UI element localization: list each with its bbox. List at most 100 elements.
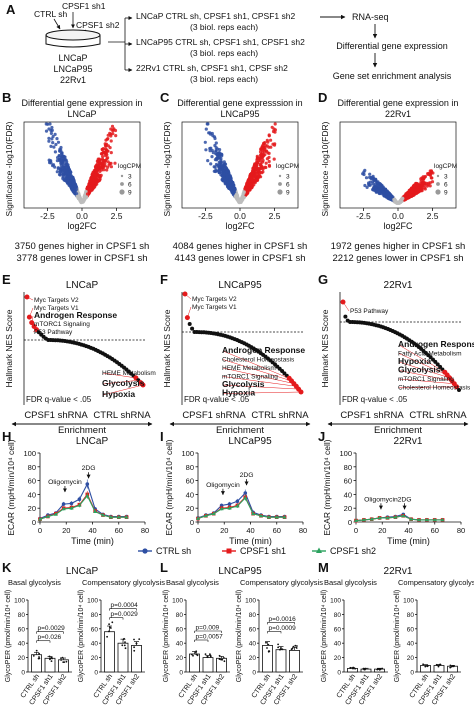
bar-data-point <box>437 664 439 667</box>
ecar-xtick-label: 20 <box>62 526 70 535</box>
panel-letter-e: E <box>2 272 11 287</box>
bar-data-point <box>49 658 51 661</box>
bar-data-point <box>296 645 298 647</box>
nes-leader-line <box>184 293 192 300</box>
bar-ytick-label: 40 <box>91 641 99 648</box>
bar-data-point <box>38 657 41 660</box>
ecar-point <box>69 506 74 510</box>
nes-left-label: CPSF1 shRNA <box>182 410 246 421</box>
bar-data-point <box>220 658 223 661</box>
ecar-injection-label: Oligomycin <box>364 496 398 503</box>
volcano-point <box>87 183 91 188</box>
bar-data-point <box>65 660 68 663</box>
volcano-point <box>82 195 86 199</box>
dish-arrow-ctrl <box>53 18 61 30</box>
ecar-ylabel: ECAR (mpH/min/10⁴ cell) <box>6 439 16 535</box>
ecar-ytick-label: 20 <box>186 504 194 513</box>
nes-leader-line <box>102 379 139 385</box>
volcano-title-line2: LNCaP95 <box>220 109 259 119</box>
nes-leader-line <box>222 367 294 384</box>
nes-left-label: CPSF1 shRNA <box>24 410 88 421</box>
volcano-point <box>376 181 380 185</box>
ecar-xlabel: Time (min) <box>71 536 114 546</box>
volcano-point <box>50 137 54 141</box>
nes-right-label: CTRL shRNA <box>93 410 151 421</box>
volcano-xtick-label: -2.5 <box>198 211 213 221</box>
volcano-point <box>401 197 405 201</box>
volcano-point <box>55 137 59 141</box>
nes-up-label: Myc Targets V1 <box>192 304 237 311</box>
dish-label-ctrl: CTRL sh <box>34 9 67 19</box>
bar-data-point <box>280 647 282 649</box>
bar-data-point <box>38 656 40 658</box>
volcano-point <box>365 185 369 189</box>
bar-ytick-label: 80 <box>334 612 342 619</box>
bar-data-point <box>422 663 424 666</box>
nes-point <box>184 315 190 321</box>
nes-leader-line <box>222 350 290 379</box>
bar-data-point <box>106 635 108 638</box>
volcano-legend-item: 3 <box>286 174 290 181</box>
ecar-title: 22Rv1 <box>394 436 423 447</box>
bar-data-point <box>267 643 270 646</box>
volcano-legend-dot <box>119 189 125 195</box>
bar-ytick-label: 60 <box>18 626 26 633</box>
bar-data-point <box>133 649 136 652</box>
panel-letter-b: B <box>2 90 11 105</box>
bar-subtitle: Compensatory glycolysis <box>240 578 323 587</box>
ecar-xtick-label: 60 <box>273 526 281 535</box>
volcano-point <box>79 199 83 203</box>
bar-ytick-label: 80 <box>407 612 415 619</box>
nes-down-label: HEME Metabolism <box>222 365 276 372</box>
nes-leader-line <box>222 376 297 387</box>
bar-ytick-label: 60 <box>334 626 342 633</box>
nes-leader-line <box>398 344 445 373</box>
bar <box>275 649 287 673</box>
ecar-point <box>77 503 82 507</box>
bar <box>202 657 214 673</box>
bar-ytick-label: 0 <box>94 670 98 677</box>
volcano-point <box>100 148 104 152</box>
ecar-point <box>369 517 374 521</box>
volcano-point <box>381 190 386 195</box>
volcano-point <box>215 152 219 156</box>
volcano-point <box>371 176 375 180</box>
bar-subtitle: Basal glycolysis <box>324 578 377 587</box>
volcano-point <box>250 182 254 186</box>
volcano-point <box>430 170 434 174</box>
bar <box>31 654 42 673</box>
bar-data-point <box>123 644 126 647</box>
ecar-point <box>196 516 200 520</box>
bar <box>58 659 69 673</box>
volcano-legend-dot <box>277 189 283 195</box>
panel-letter-j: J <box>318 429 325 444</box>
volcano-point <box>220 153 224 157</box>
volcano-point <box>53 132 57 136</box>
bar-ytick-label: 0 <box>21 670 25 677</box>
ecar-xtick-label: 60 <box>115 526 123 535</box>
nes-leader-line <box>102 384 144 396</box>
panel-j-ecar: J 22Rv1 0 20 40 60 80 100 0 20 40 60 80 Time (min) ECA… <box>318 429 465 546</box>
volcano-ylabel: Significance -log10(FDR) <box>4 121 14 216</box>
volcano-point <box>364 176 369 180</box>
nes-down-label: HEME Metabolism <box>102 370 156 377</box>
ecar-ylabel: ECAR (mpH/min/10⁴ cell) <box>322 439 332 535</box>
volcano-point <box>385 190 390 194</box>
nes-leader-line <box>342 301 350 312</box>
ecar-ytick-label: 0 <box>190 518 194 527</box>
bar-ytick-label: 100 <box>245 598 256 605</box>
nes-point <box>29 320 35 326</box>
volcano-point <box>267 151 271 155</box>
ecar-point <box>266 515 271 519</box>
volcano-point <box>99 166 103 170</box>
volcano-point <box>206 122 210 126</box>
volcano-point <box>254 167 258 171</box>
volcano-point <box>363 168 367 172</box>
volcano-point <box>71 187 75 191</box>
volcano-point <box>47 136 51 140</box>
ecar-xtick-label: 20 <box>378 526 386 535</box>
ecar-point <box>85 482 90 486</box>
volcano-point <box>93 165 98 169</box>
volcano-ylabel: Significance -log10(FDR) <box>162 121 172 216</box>
